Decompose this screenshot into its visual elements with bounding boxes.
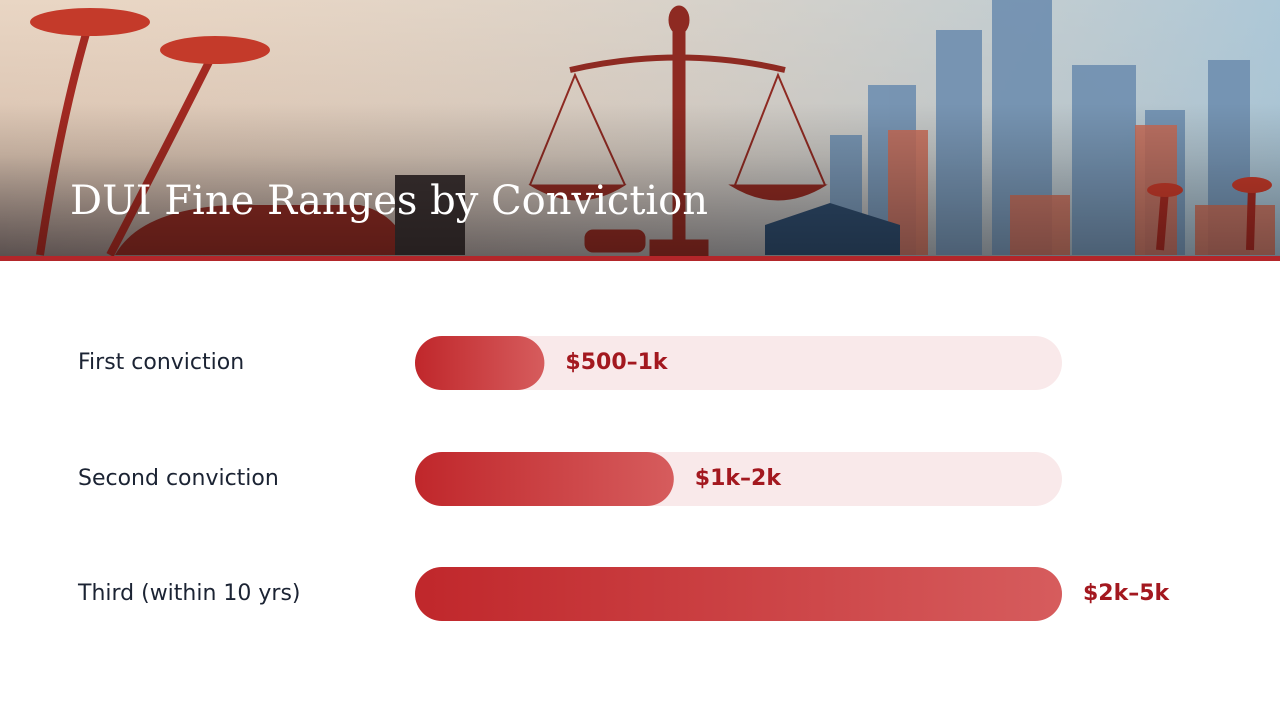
header-banner <box>0 0 1280 258</box>
bar <box>415 567 1062 621</box>
value-label: $2k–5k <box>1083 581 1171 606</box>
chart-title: DUI Fine Ranges by Conviction <box>70 178 708 224</box>
bar <box>415 336 545 390</box>
header-rule <box>0 256 1280 261</box>
category-label: Third (within 10 yrs) <box>77 581 301 606</box>
category-label: Second conviction <box>78 466 279 491</box>
value-label: $500–1k <box>565 350 669 375</box>
category-label: First conviction <box>78 350 244 375</box>
bar <box>415 452 674 506</box>
bar-track <box>415 336 1062 390</box>
value-label: $1k–2k <box>695 466 783 491</box>
